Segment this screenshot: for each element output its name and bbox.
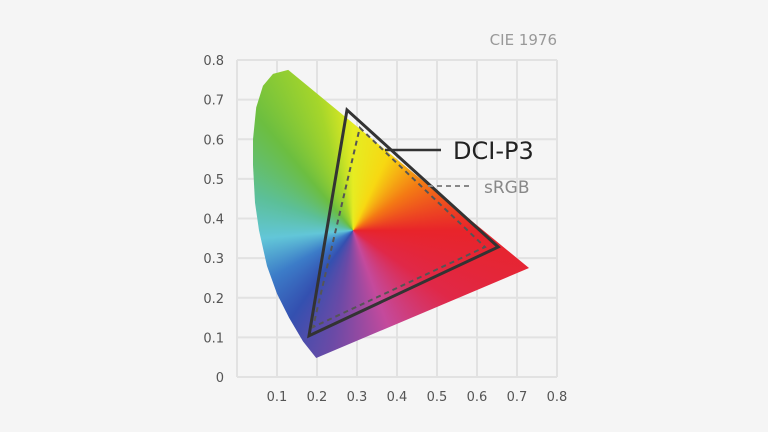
chart-title: CIE 1976 [490,31,557,49]
x-tick-label: 0.8 [547,390,568,405]
x-tick-label: 0.7 [507,390,528,405]
gamut-dci-p3 [307,106,501,339]
x-tick-label: 0.6 [467,390,488,405]
x-axis-ticks: 0.1 0.2 0.3 0.4 0.5 0.6 0.7 0.8 [267,390,568,405]
y-tick-label: 0.4 [203,213,224,228]
y-axis-ticks: 0 0.1 0.2 0.3 0.4 0.5 0.6 0.7 0.8 [203,54,224,386]
y-tick-label: 0 [216,371,224,386]
x-tick-label: 0.5 [427,390,448,405]
y-tick-label: 0.6 [203,133,224,148]
legend-label-dci-p3: DCI-P3 [453,137,534,165]
legend-label-srgb: sRGB [484,178,530,198]
x-tick-label: 0.1 [267,390,288,405]
y-tick-label: 0.7 [203,94,224,109]
x-tick-label: 0.2 [307,390,328,405]
x-tick-label: 0.4 [387,390,408,405]
y-tick-label: 0.5 [203,173,224,188]
y-tick-label: 0.8 [203,54,224,69]
y-tick-label: 0.2 [203,292,224,307]
y-tick-label: 0.3 [203,252,224,267]
gamut-triangles [307,106,501,339]
x-tick-label: 0.3 [347,390,368,405]
y-tick-label: 0.1 [203,331,224,346]
